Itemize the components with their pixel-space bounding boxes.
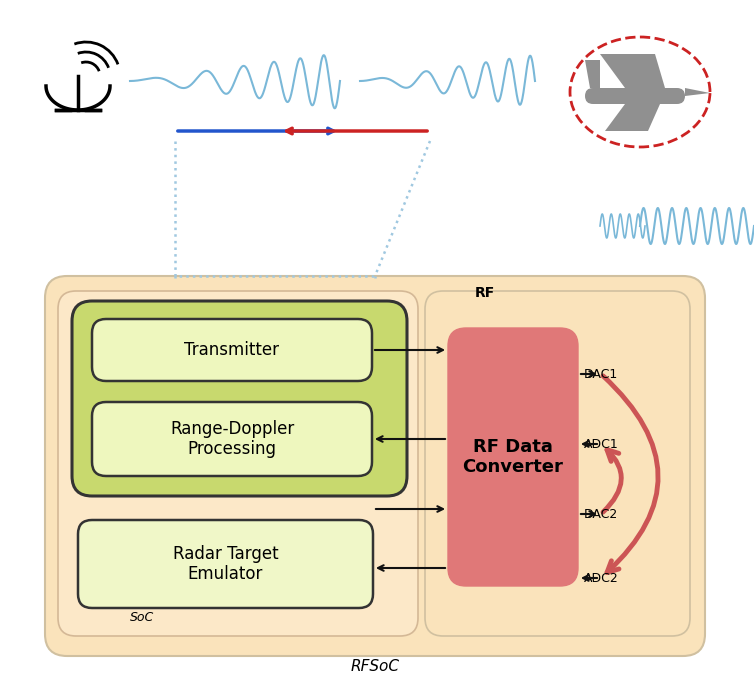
FancyBboxPatch shape <box>72 301 407 496</box>
Text: DAC1: DAC1 <box>584 367 618 381</box>
FancyBboxPatch shape <box>585 88 685 104</box>
Text: RF Data
Converter: RF Data Converter <box>462 438 563 476</box>
Polygon shape <box>685 88 710 96</box>
FancyBboxPatch shape <box>78 520 373 608</box>
Text: Transmitter: Transmitter <box>185 341 280 359</box>
Text: ADC1: ADC1 <box>584 438 619 450</box>
Text: Range-Doppler
Processing: Range-Doppler Processing <box>170 420 294 459</box>
FancyBboxPatch shape <box>92 402 372 476</box>
Text: DAC2: DAC2 <box>584 507 618 521</box>
Text: Radar Target
Emulator: Radar Target Emulator <box>173 544 278 583</box>
FancyBboxPatch shape <box>425 291 690 636</box>
Text: ADC2: ADC2 <box>584 571 619 585</box>
FancyBboxPatch shape <box>92 319 372 381</box>
Text: RF: RF <box>475 286 495 300</box>
FancyBboxPatch shape <box>45 276 705 656</box>
FancyBboxPatch shape <box>58 291 418 636</box>
Text: SoC: SoC <box>130 611 155 624</box>
FancyBboxPatch shape <box>448 328 578 586</box>
Polygon shape <box>600 54 665 88</box>
Polygon shape <box>585 60 600 88</box>
Polygon shape <box>605 104 660 131</box>
Text: RFSoC: RFSoC <box>351 659 400 674</box>
FancyArrowPatch shape <box>603 376 658 572</box>
FancyArrowPatch shape <box>603 450 621 512</box>
